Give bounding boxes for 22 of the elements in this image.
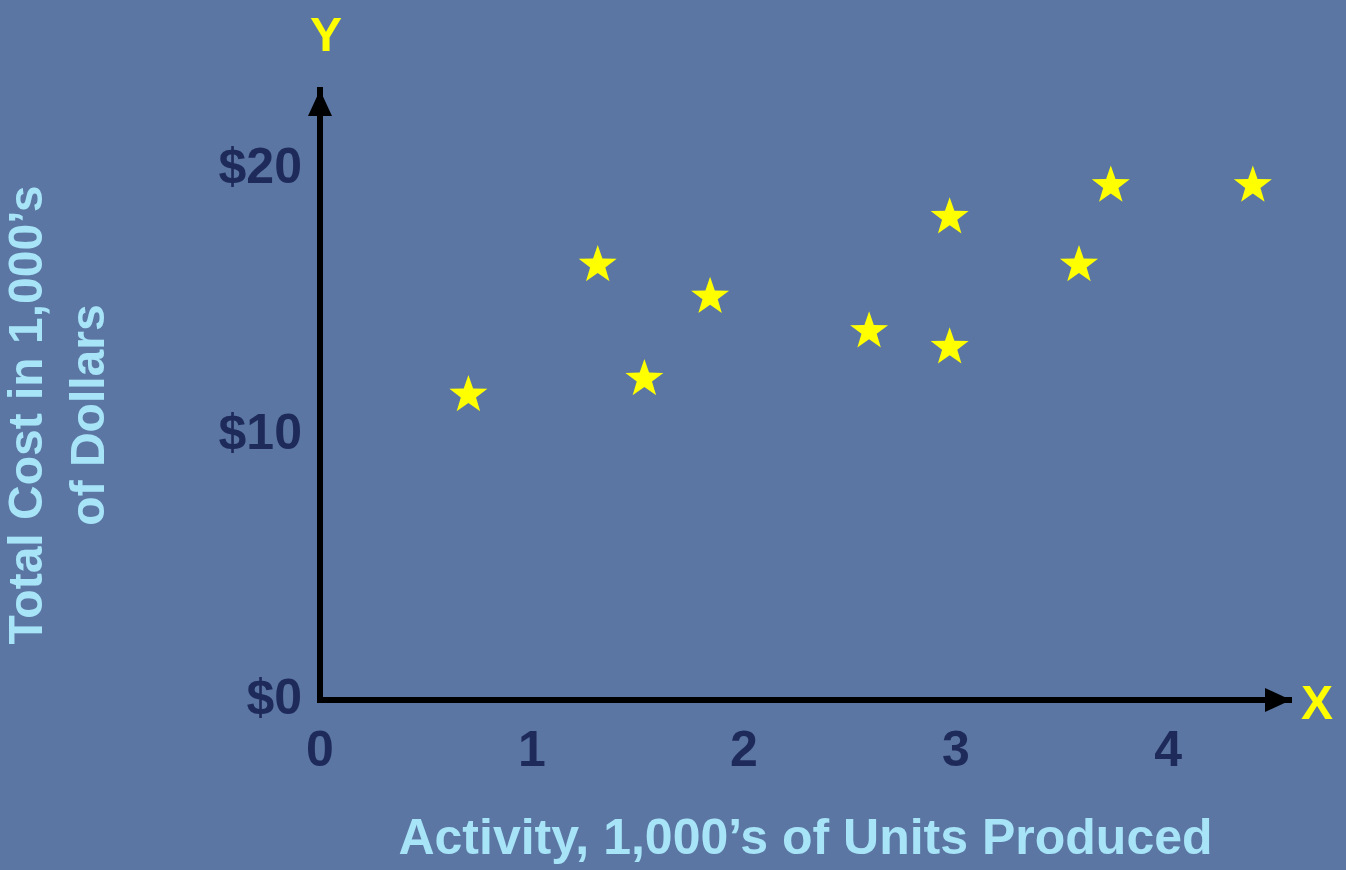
point	[449, 375, 488, 412]
point	[1091, 165, 1130, 202]
x-tick-label: 4	[1154, 720, 1183, 777]
x-axis-title: Activity, 1,000’s of Units Produced	[398, 808, 1213, 865]
point	[691, 276, 730, 314]
point	[930, 327, 969, 364]
x-tick-label: 0	[306, 720, 334, 777]
text: Y	[309, 8, 343, 62]
point	[1233, 165, 1272, 202]
y-tick-label: $0	[246, 668, 302, 725]
point	[850, 311, 889, 348]
x-tick-label: 2	[730, 720, 758, 777]
y-axis-title: Total Cost in 1,000’s of Dollars	[0, 185, 115, 645]
point	[930, 197, 969, 234]
point	[1059, 245, 1099, 282]
x-tick-label: 3	[942, 720, 970, 777]
point	[625, 359, 664, 396]
point	[578, 245, 617, 282]
y-tick-label: $20	[218, 138, 302, 195]
x-tick-label: 1	[518, 720, 546, 777]
y-tick-label: $10	[218, 403, 302, 460]
text: X	[1301, 676, 1334, 730]
